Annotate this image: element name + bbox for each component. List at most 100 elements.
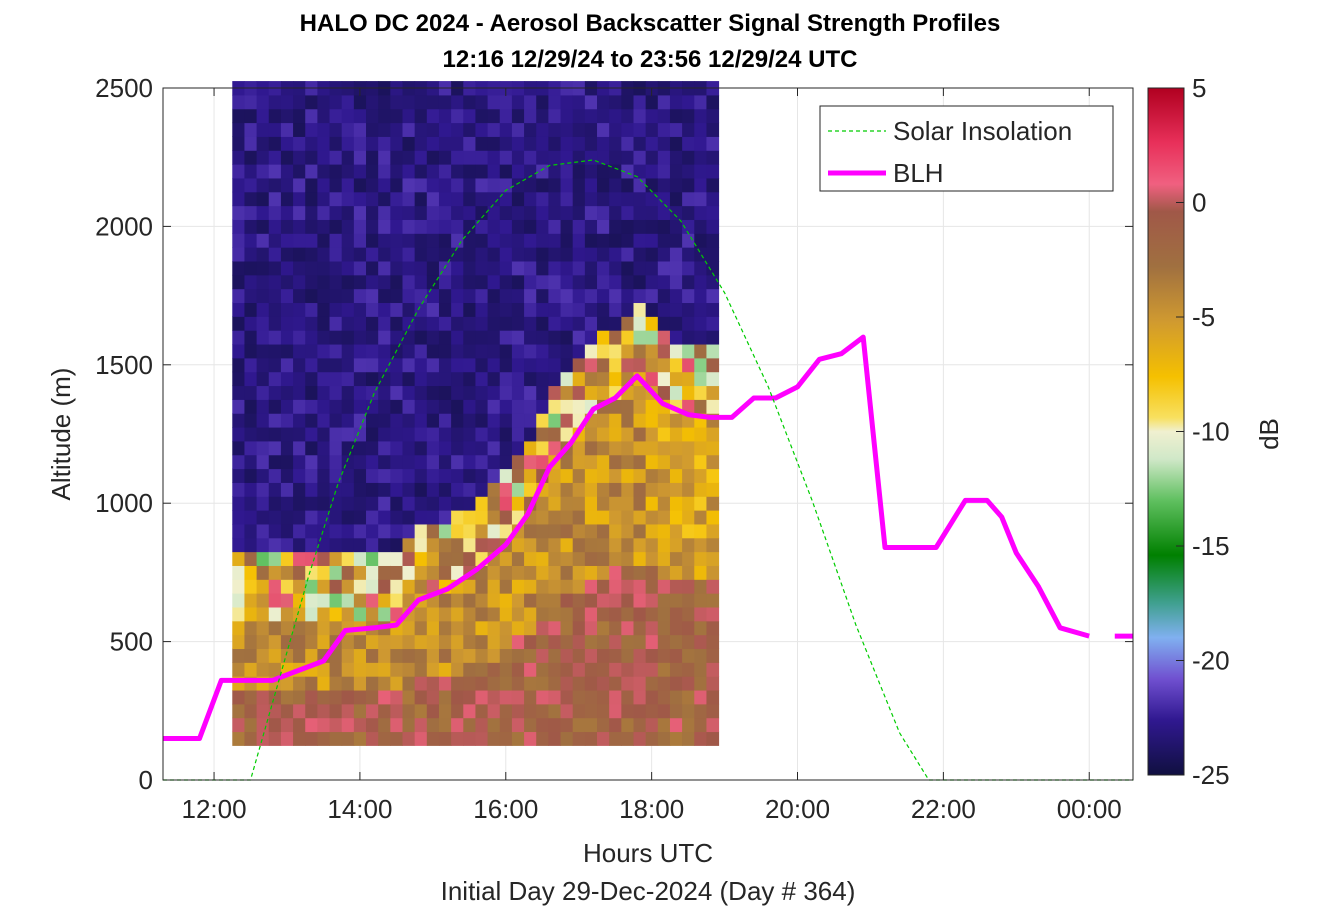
heatmap-cell — [645, 150, 659, 165]
heatmap-cell — [633, 620, 647, 636]
heatmap-cell — [548, 191, 562, 207]
heatmap-cell — [438, 510, 452, 525]
heatmap-cell — [353, 510, 367, 525]
heatmap-cell — [499, 177, 513, 193]
heatmap-cell — [329, 717, 343, 733]
heatmap-cell — [305, 233, 318, 248]
heatmap-cell — [669, 593, 683, 608]
heatmap-cell — [390, 274, 403, 290]
heatmap-cell — [669, 731, 683, 746]
heatmap-cell — [232, 496, 245, 511]
heatmap-cell — [414, 662, 428, 677]
heatmap-cell — [524, 482, 537, 497]
heatmap-cell — [353, 523, 367, 539]
heatmap-cell — [293, 565, 306, 580]
heatmap-cell — [645, 593, 659, 608]
heatmap-cell — [256, 288, 270, 304]
heatmap-cell — [438, 316, 452, 331]
heatmap-cell — [378, 413, 391, 428]
heatmap-cell — [487, 482, 501, 497]
heatmap-cell — [329, 274, 343, 290]
heatmap-cell — [280, 150, 294, 165]
heatmap-cell — [511, 676, 525, 691]
heatmap-cell — [475, 731, 489, 746]
heatmap-cell — [524, 607, 537, 622]
heatmap-cell — [487, 399, 501, 414]
heatmap-cell — [244, 191, 258, 207]
heatmap-cell — [621, 177, 634, 193]
heatmap-cell — [536, 537, 549, 553]
heatmap-cell — [390, 468, 403, 483]
heatmap-cell — [609, 620, 622, 636]
heatmap-cell — [463, 302, 476, 317]
heatmap-cell — [657, 413, 671, 428]
heatmap-cell — [645, 551, 659, 566]
heatmap-cell — [669, 468, 683, 483]
heatmap-cell — [280, 454, 294, 470]
heatmap-cell — [548, 551, 562, 566]
heatmap-cell — [256, 579, 270, 594]
heatmap-cell — [487, 676, 501, 691]
heatmap-cell — [597, 108, 610, 124]
heatmap-cell — [280, 413, 294, 428]
heatmap-cell — [232, 247, 245, 262]
heatmap-cell — [669, 537, 683, 553]
heatmap-cell — [293, 247, 306, 262]
heatmap-cell — [353, 122, 367, 137]
colorbar-tick-label: -20 — [1192, 646, 1230, 676]
heatmap-cell — [317, 496, 331, 511]
heatmap-cell — [475, 413, 489, 428]
heatmap-cell — [463, 344, 476, 359]
heatmap-cell — [499, 233, 513, 248]
heatmap-cell — [305, 108, 318, 124]
heatmap-cell — [597, 551, 610, 566]
heatmap-cell — [463, 703, 476, 719]
heatmap-cell — [597, 94, 610, 110]
heatmap-cell — [621, 413, 634, 428]
heatmap-cell — [475, 607, 489, 622]
heatmap-cell — [706, 537, 720, 553]
heatmap-cell — [584, 731, 598, 746]
heatmap-cell — [353, 399, 367, 414]
heatmap-cell — [621, 427, 634, 442]
heatmap-cell — [499, 607, 513, 622]
heatmap-cell — [597, 413, 610, 428]
heatmap-cell — [390, 357, 403, 373]
heatmap-cell — [390, 537, 403, 553]
heatmap-cell — [694, 261, 707, 276]
heatmap-cell — [548, 233, 562, 248]
heatmap-cell — [451, 247, 464, 262]
heatmap-cell — [572, 620, 586, 636]
heatmap-cell — [584, 247, 598, 262]
heatmap-cell — [366, 261, 379, 276]
heatmap-cell — [682, 579, 695, 594]
heatmap-cell — [645, 454, 659, 470]
heatmap-cell — [572, 94, 586, 110]
heatmap-cell — [232, 551, 245, 566]
heatmap-cell — [256, 344, 270, 359]
heatmap-cell — [268, 385, 282, 400]
heatmap-cell — [268, 496, 282, 511]
heatmap-cell — [609, 344, 622, 359]
heatmap-cell — [463, 330, 476, 345]
heatmap-cell — [682, 191, 695, 207]
heatmap-cell — [426, 261, 440, 276]
heatmap-cell — [244, 136, 258, 151]
heatmap-cell — [536, 330, 549, 345]
heatmap-cell — [560, 233, 574, 248]
x-ticks: 12:00 14:00 16:00 18:00 20:00 22:00 00:00 — [182, 88, 1122, 824]
heatmap-cell — [329, 261, 343, 276]
heatmap-cell — [390, 371, 403, 387]
heatmap-cell — [426, 302, 440, 317]
heatmap-cell — [366, 233, 379, 248]
heatmap-cell — [584, 510, 598, 525]
heatmap-cell — [645, 399, 659, 414]
heatmap-cell — [378, 288, 391, 304]
heatmap-cell — [669, 690, 683, 705]
heatmap-cell — [548, 717, 562, 733]
heatmap-cell — [548, 482, 562, 497]
heatmap-cell — [609, 274, 622, 290]
heatmap-cell — [414, 676, 428, 691]
heatmap-cell — [572, 122, 586, 137]
heatmap-cell — [548, 440, 562, 456]
